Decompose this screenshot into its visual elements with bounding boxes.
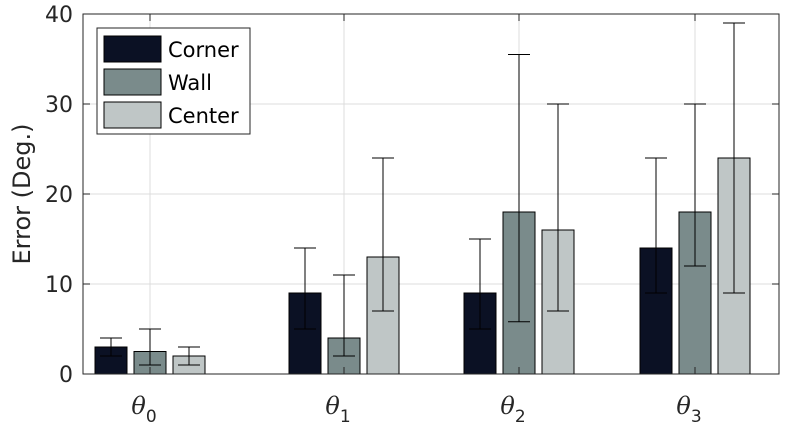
x-tick-label-subscript: 1: [340, 407, 351, 427]
y-tick-label-0: 0: [59, 363, 73, 388]
x-tick-label-base: θ: [325, 392, 340, 420]
y-tick-label-40: 40: [45, 3, 73, 28]
errorbar-wall-3: [684, 103, 706, 267]
x-tick-label-base: θ: [500, 392, 515, 420]
bars: [94, 157, 751, 375]
legend-item-center: Center: [103, 101, 239, 129]
legend-item-corner: Corner: [103, 35, 239, 63]
axes: [82, 13, 780, 375]
y-tick-label-30: 30: [45, 93, 73, 118]
errorbar-corner-2: [469, 238, 491, 330]
x-tick-labels: θ0 θ1 θ2 θ3: [131, 392, 701, 427]
errorbar-corner-1: [294, 247, 316, 330]
legend-swatch: [103, 68, 162, 96]
x-tick-label-subscript: 3: [691, 407, 702, 427]
legend-item-wall: Wall: [103, 68, 212, 96]
y-axis-label: Error (Deg.): [8, 124, 36, 265]
y-tick-label-20: 20: [45, 183, 73, 208]
errorbar-center-3: [723, 22, 745, 294]
errorbar-wall-1: [333, 274, 355, 357]
x-tick-label-3: θ3: [676, 392, 701, 427]
x-tick-label-2: θ2: [500, 392, 525, 427]
errorbar-wall-0: [139, 328, 161, 366]
x-tick-label-base: θ: [676, 392, 691, 420]
errorbar-corner-0: [100, 337, 122, 357]
y-tick-label-10: 10: [45, 273, 73, 298]
x-tick-label-1: θ1: [325, 392, 350, 427]
x-tick-label-base: θ: [131, 392, 146, 420]
errorbar-center-2: [547, 103, 569, 312]
legend-label: Corner: [168, 38, 239, 62]
x-tick-label-subscript: 2: [515, 407, 526, 427]
x-tick-label-subscript: 0: [146, 407, 157, 427]
y-tick-labels: 0 10 20 30 40: [45, 3, 73, 388]
errorbar-corner-3: [645, 157, 667, 294]
legend-swatch: [103, 35, 162, 63]
legend: Corner Wall Center: [96, 27, 251, 135]
error-bars: [100, 22, 745, 366]
legend-label: Center: [168, 104, 239, 128]
x-tick-label-0: θ0: [131, 392, 156, 427]
errorbar-center-1: [372, 157, 394, 312]
legend-swatch: [103, 101, 162, 129]
errorbar-center-0: [178, 346, 200, 366]
plot-frame: [82, 13, 780, 375]
errorbar-wall-2: [508, 54, 530, 323]
legend-label: Wall: [168, 71, 212, 95]
